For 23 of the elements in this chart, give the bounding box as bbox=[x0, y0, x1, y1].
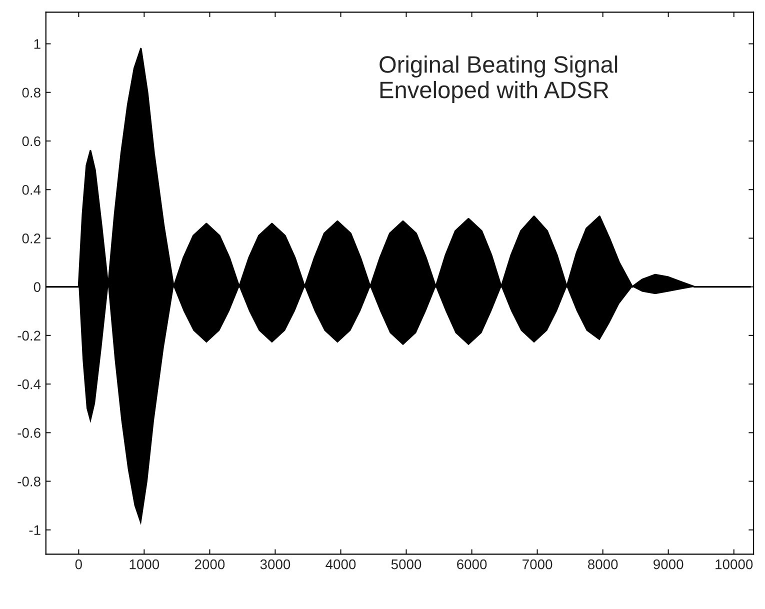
x-tick-label: 9000 bbox=[654, 559, 684, 570]
y-tick-label: 0.8 bbox=[22, 88, 40, 98]
y-tick-label: -0.4 bbox=[18, 379, 41, 390]
y-tick-label: 0 bbox=[34, 282, 40, 292]
x-tick-label: 2000 bbox=[194, 559, 225, 570]
y-tick-label: -1 bbox=[29, 525, 40, 535]
x-tick-label: 1000 bbox=[130, 559, 160, 570]
x-tick-label: 0 bbox=[75, 559, 82, 570]
y-tick-label: 0.4 bbox=[22, 184, 41, 195]
x-tick-label: 10000 bbox=[716, 559, 753, 570]
y-tick-label: -0.8 bbox=[18, 476, 40, 486]
annotation: Original Beating Signal Enveloped with ADSR bbox=[380, 56, 618, 103]
x-tick-label: 5000 bbox=[391, 559, 422, 570]
x-tick-label: 6000 bbox=[457, 559, 487, 570]
y-tick-label: 0.2 bbox=[22, 234, 40, 244]
x-tick-label: 7000 bbox=[522, 559, 552, 570]
y-tick-label: 0.6 bbox=[22, 136, 40, 146]
y-tick-label: 1 bbox=[34, 39, 40, 49]
y-tick-label: -0.6 bbox=[18, 428, 40, 438]
x-tick-label: 8000 bbox=[588, 559, 618, 570]
x-tick-label: 4000 bbox=[326, 559, 356, 570]
y-tick-label: -0.2 bbox=[18, 330, 40, 341]
x-tick-label: 3000 bbox=[260, 559, 290, 570]
